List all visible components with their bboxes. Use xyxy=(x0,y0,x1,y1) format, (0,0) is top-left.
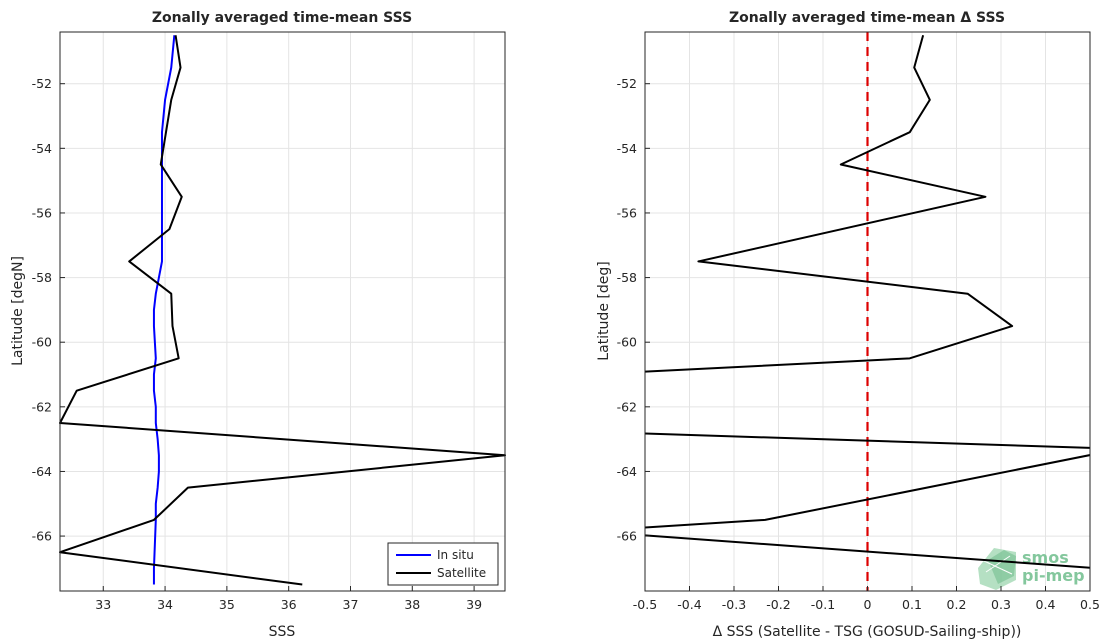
sss-x-tick-label: 39 xyxy=(466,597,482,612)
delta-sss-x-tick-label: 0.1 xyxy=(902,597,922,612)
sss-y-tick-label: -54 xyxy=(32,141,52,156)
smos-satellite-logo-icon xyxy=(978,548,1016,590)
delta-sss-y-tick-label: -54 xyxy=(617,141,637,156)
sss-y-tick-label: -56 xyxy=(32,205,52,220)
sss-axes-box xyxy=(59,31,506,592)
delta-sss-y-tick-label: -58 xyxy=(617,270,637,285)
sss-x-axis-label: SSS xyxy=(269,624,296,640)
sss-x-tick-label: 36 xyxy=(281,597,297,612)
legend-label-in-situ: In situ xyxy=(437,548,474,562)
delta-sss-x-tick-label: -0.3 xyxy=(722,597,746,612)
smos-pi-mep-logo: smos pi-mep xyxy=(978,548,1085,590)
delta-sss-x-tick-label: 0.5 xyxy=(1080,597,1100,612)
sss-tick-labels: 33 34 35 36 37 38 39 -66 -64 -62 -60 -58 -56 -54 -52 xyxy=(32,76,483,612)
delta-sss-y-tick-label: -56 xyxy=(617,205,637,220)
delta-sss-series-line-delta xyxy=(645,34,1090,569)
sss-x-tick-label: 33 xyxy=(95,597,111,612)
delta-sss-x-tick-label: -0.4 xyxy=(677,597,701,612)
delta-sss-y-tick-label: -52 xyxy=(617,76,637,91)
delta-sss-x-tick-label: -0.5 xyxy=(633,597,657,612)
delta-sss-y-tick-label: -64 xyxy=(617,464,637,479)
delta-sss-x-tick-label: -0.2 xyxy=(766,597,790,612)
logo-text-smos: smos xyxy=(1022,548,1069,567)
sss-chart-title: Zonally averaged time-mean SSS xyxy=(152,10,412,26)
delta-sss-tick-labels: -0.5 -0.4 -0.3 -0.2 -0.1 0 0.1 0.2 0.3 0.4 0.5 -66 -… xyxy=(617,76,1100,612)
sss-y-axis-label: Latitude [degN] xyxy=(10,256,26,366)
legend-label-satellite: Satellite xyxy=(437,566,486,580)
sss-x-tick-label: 35 xyxy=(219,597,235,612)
delta-sss-plot-area xyxy=(645,32,1090,591)
delta-sss-y-tick-label: -66 xyxy=(617,529,637,544)
sss-series-line-satellite xyxy=(59,35,506,586)
sss-panel: Zonally averaged time-mean SSS 33 34 35 36 3… xyxy=(10,10,506,640)
sss-y-tick-label: -64 xyxy=(32,464,52,479)
delta-sss-y-axis-label: Latitude [deg] xyxy=(596,261,612,360)
sss-y-tick-label: -66 xyxy=(32,529,52,544)
logo-text-pi-mep: pi-mep xyxy=(1022,566,1085,585)
sss-y-tick-label: -62 xyxy=(32,399,52,414)
delta-sss-x-axis-label: Δ SSS (Satellite - TSG (GOSUD-Sailing-sh… xyxy=(713,624,1022,640)
sss-y-tick-label: -60 xyxy=(32,335,52,350)
delta-sss-x-tick-label: 0.2 xyxy=(947,597,967,612)
delta-sss-x-tick-label: 0.4 xyxy=(1036,597,1056,612)
delta-sss-y-tick-label: -60 xyxy=(617,335,637,350)
sss-grid xyxy=(60,32,505,591)
delta-sss-x-tick-label: 0 xyxy=(864,597,872,612)
sss-x-tick-label: 38 xyxy=(404,597,420,612)
delta-sss-panel: Zonally averaged time-mean Δ SSS smos pi… xyxy=(596,10,1100,640)
delta-sss-x-tick-label: -0.1 xyxy=(811,597,835,612)
sss-y-tick-label: -52 xyxy=(32,76,52,91)
sss-x-tick-label: 34 xyxy=(157,597,173,612)
delta-sss-chart-title: Zonally averaged time-mean Δ SSS xyxy=(729,10,1005,26)
sss-series-layer xyxy=(59,35,506,586)
sss-legend: In situ Satellite xyxy=(387,542,499,586)
delta-sss-x-tick-label: 0.3 xyxy=(991,597,1011,612)
sss-y-tick-label: -58 xyxy=(32,270,52,285)
sss-x-tick-label: 37 xyxy=(343,597,359,612)
delta-sss-series-layer xyxy=(645,32,1090,591)
legend-box xyxy=(387,542,499,586)
delta-sss-y-tick-label: -62 xyxy=(617,399,637,414)
